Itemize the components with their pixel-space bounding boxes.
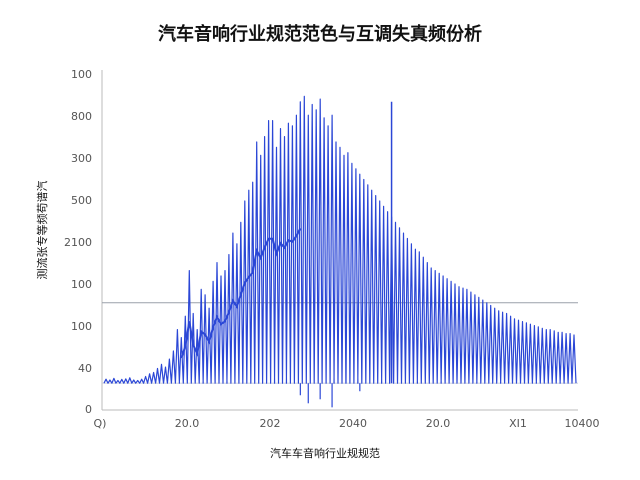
series-line xyxy=(103,95,577,384)
y-tick-label: 100 xyxy=(71,68,92,81)
y-tick-label: 800 xyxy=(71,110,92,123)
x-tick-label: 202 xyxy=(260,417,281,430)
x-tick-label: 20.0 xyxy=(426,417,451,430)
y-tick-label: 2100 xyxy=(64,236,92,249)
x-axis-label: 汽车车音响行业规规范 xyxy=(270,446,380,460)
x-tick-label: XI1 xyxy=(509,417,527,430)
chart-title: 汽车音响行业规范范色与互调失真频份析 xyxy=(158,24,482,45)
y-tick-label: 500 xyxy=(71,194,92,207)
plot-area xyxy=(103,95,577,408)
y-tick-label: 300 xyxy=(71,152,92,165)
x-tick-label: 2040 xyxy=(339,417,367,430)
x-tick-labels: Q) 20.0 202 2040 20.0 XI1 10400 xyxy=(94,417,600,430)
x-tick-label: 10400 xyxy=(565,417,600,430)
x-tick-label: 20.0 xyxy=(175,417,200,430)
trend-line xyxy=(180,227,302,359)
y-tick-labels: 0 40 100 100 2100 500 300 800 100 xyxy=(64,68,92,416)
y-tick-label: 0 xyxy=(85,403,92,416)
y-tick-label: 40 xyxy=(78,362,92,375)
y-tick-label: 100 xyxy=(71,320,92,333)
x-tick-label: Q) xyxy=(94,417,107,430)
y-tick-label: 100 xyxy=(71,278,92,291)
axes xyxy=(101,70,578,411)
y-axis-label: 测流张专等频苟谱汽 xyxy=(35,181,49,280)
